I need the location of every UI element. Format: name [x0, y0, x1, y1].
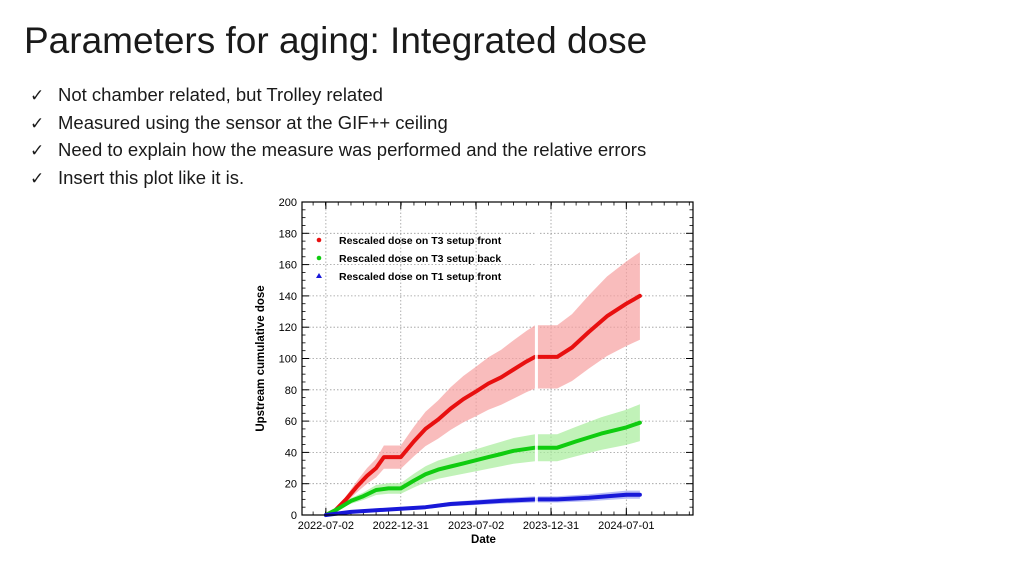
y-tick-label: 80 [285, 385, 297, 397]
check-icon: ✓ [30, 86, 45, 106]
y-tick-label: 140 [279, 291, 297, 303]
y-tick-label: 120 [279, 322, 297, 334]
y-tick-label: 200 [279, 197, 297, 209]
x-tick-label: 2022-12-31 [373, 520, 429, 532]
y-tick-label: 0 [291, 510, 297, 522]
legend-marker [316, 237, 322, 243]
x-axis-label: Date [471, 534, 496, 546]
bullet-text: Measured using the sensor at the GIF++ c… [58, 111, 448, 133]
y-tick-label: 100 [279, 354, 297, 366]
bullet-item: ✓ Measured using the sensor at the GIF++… [30, 110, 646, 138]
bullet-text: Need to explain how the measure was perf… [58, 139, 647, 160]
x-tick-label: 2024-07-01 [598, 520, 654, 532]
legend-marker [316, 273, 322, 278]
data-gap [534, 203, 538, 514]
y-axis-label: Upstream cumulative dose [255, 285, 267, 431]
bullet-list: ✓ Not chamber related, but Trolley relat… [30, 82, 646, 192]
x-tick-label: 2023-12-31 [523, 520, 579, 532]
series-line [323, 293, 642, 517]
series-line [323, 492, 642, 517]
bullet-item: ✓ Not chamber related, but Trolley relat… [30, 82, 646, 110]
y-tick-label: 180 [279, 228, 297, 240]
slide-title: Parameters for aging: Integrated dose [24, 20, 648, 61]
bullet-item: ✓ Insert this plot like it is. [30, 165, 646, 193]
legend-label: Rescaled dose on T3 setup front [339, 235, 502, 247]
bullet-text: Not chamber related, but Trolley related [58, 84, 383, 105]
plot-frame [301, 201, 694, 516]
bullet-item: ✓ Need to explain how the measure was pe… [30, 137, 646, 165]
legend-label: Rescaled dose on T3 setup back [339, 253, 501, 265]
legend-label: Rescaled dose on T1 setup front [339, 271, 502, 283]
check-icon: ✓ [30, 168, 45, 189]
check-icon: ✓ [30, 113, 45, 134]
bullet-text: Insert this plot like it is. [58, 166, 245, 188]
y-tick-label: 40 [285, 447, 297, 459]
x-tick-label: 2023-07-02 [448, 520, 504, 532]
y-tick-label: 60 [285, 416, 297, 428]
y-tick-label: 160 [279, 260, 297, 272]
legend-marker [316, 255, 322, 261]
x-tick-label: 2022-07-02 [298, 520, 354, 532]
uncertainty-band [325, 252, 640, 515]
check-icon: ✓ [30, 141, 45, 161]
series-line [323, 420, 642, 517]
dose-chart: 0 20 40 60 80 100 120 140 160 180 200 2022-07-02 202… [255, 197, 694, 546]
y-tick-label: 20 [285, 479, 297, 491]
